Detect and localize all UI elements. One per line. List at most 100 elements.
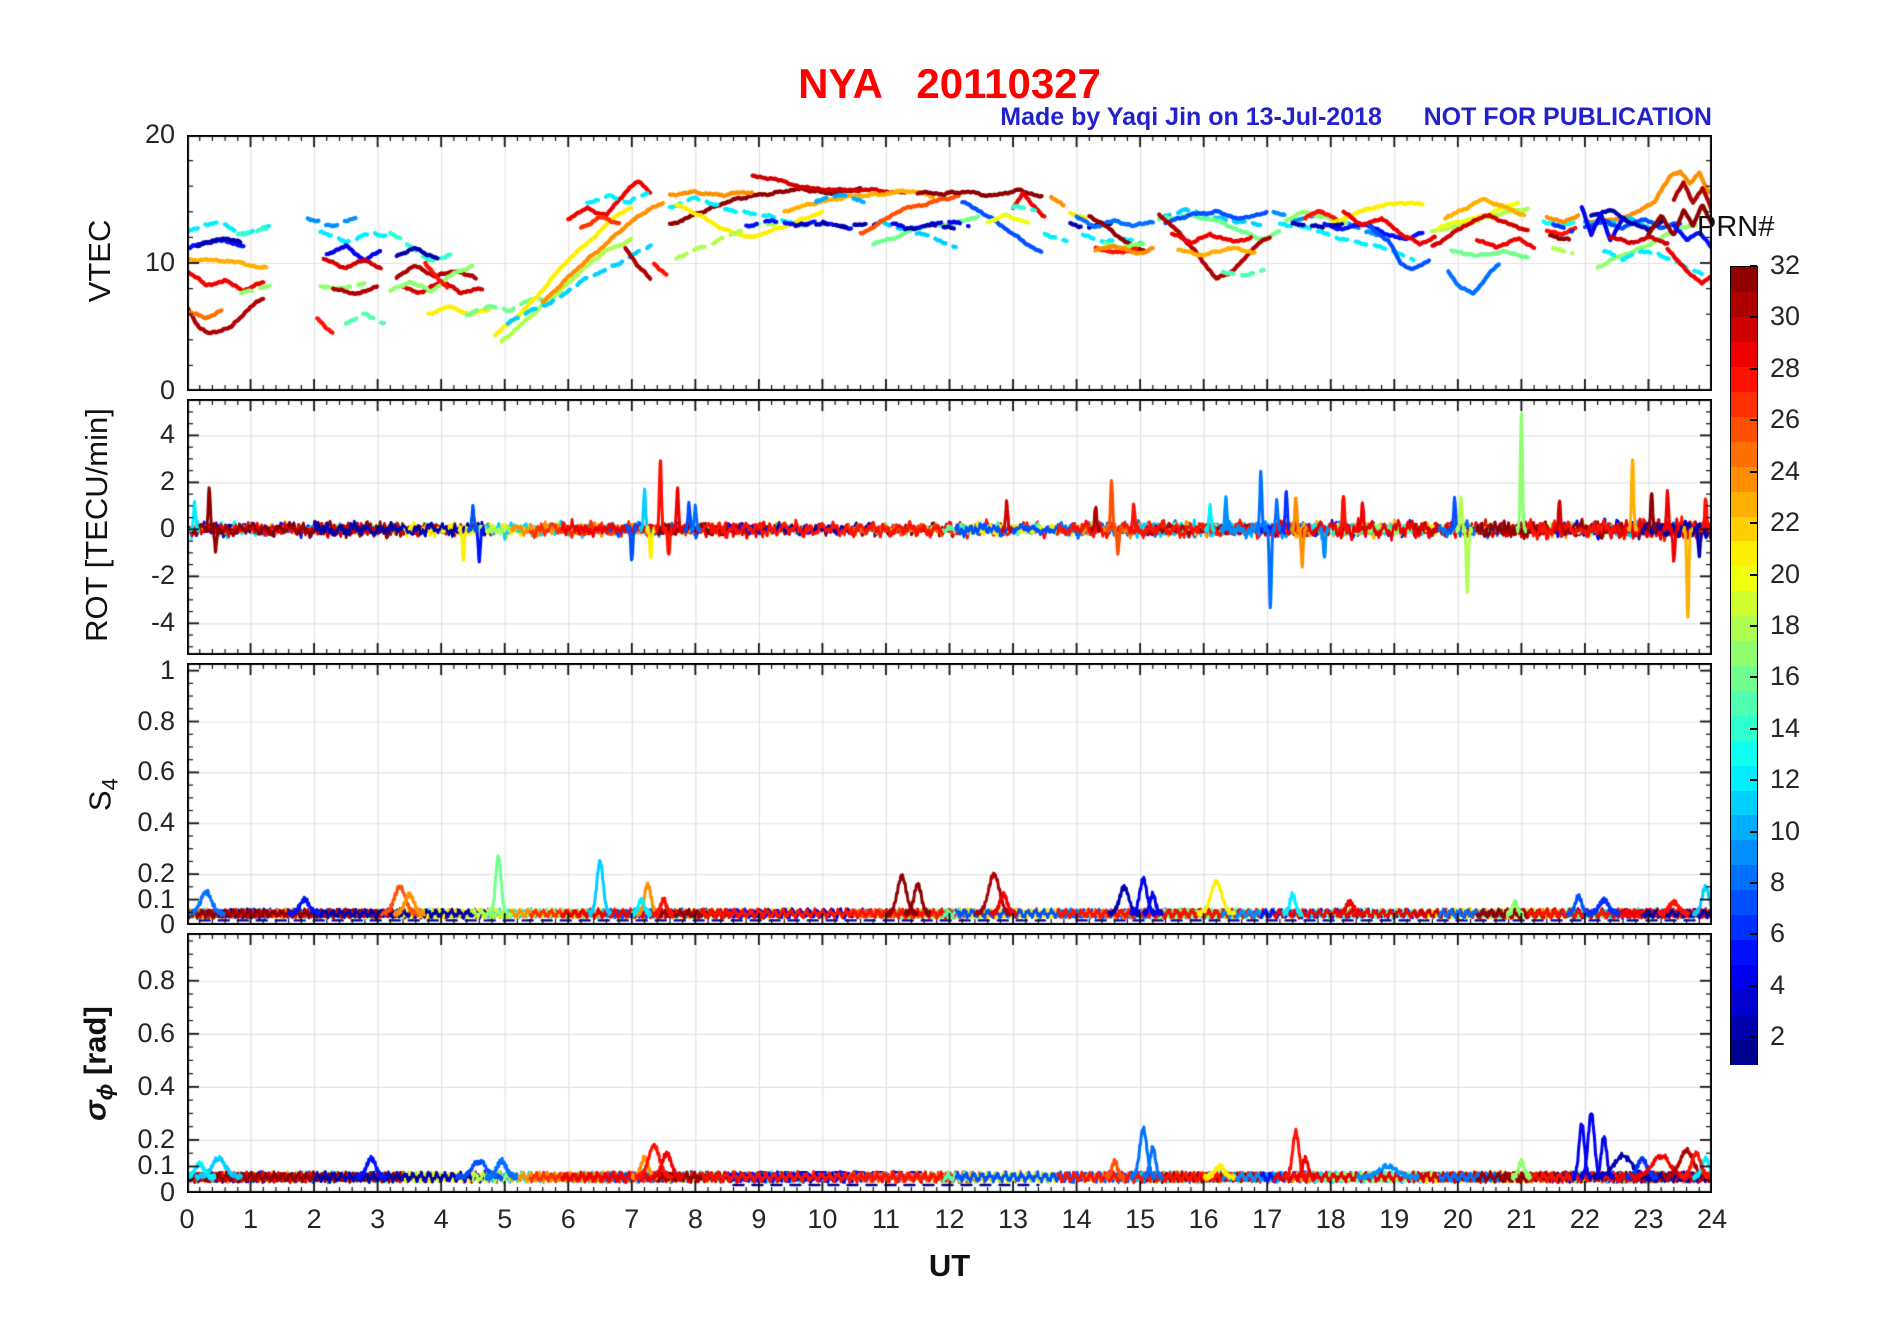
colorbar-tick — [1750, 882, 1757, 885]
colorbar-segment-prn-28 — [1731, 366, 1757, 393]
ut-tick-label: 24 — [1696, 1204, 1728, 1234]
colorbar-tick-label: 6 — [1770, 918, 1786, 949]
colorbar-segment-prn-3 — [1731, 989, 1757, 1015]
sigma-phi-plot-canvas — [187, 933, 1712, 1193]
s4-ytick-label: 0.4 — [137, 807, 175, 838]
s4-ytick-label: 0.1 — [137, 883, 175, 914]
ut-tick-label: 6 — [560, 1204, 576, 1234]
colorbar-tick-label: 4 — [1770, 969, 1786, 1000]
colorbar-title: PRN# — [1697, 211, 1775, 243]
colorbar-tick — [1750, 624, 1757, 627]
ut-tick-label: 13 — [998, 1204, 1029, 1234]
colorbar-segment-prn-11 — [1731, 790, 1757, 816]
colorbar-segment-prn-13 — [1731, 740, 1757, 766]
colorbar-segment-prn-15 — [1731, 690, 1757, 716]
colorbar-tick — [1750, 265, 1757, 267]
colorbar-segment-prn-29 — [1731, 341, 1757, 368]
ut-tick-label: 23 — [1633, 1204, 1664, 1234]
colorbar-segment-prn-24 — [1731, 466, 1757, 492]
vtec-ytick-label: 20 — [144, 119, 175, 149]
colorbar-segment-prn-22 — [1731, 516, 1757, 542]
s4-ytick-label: 0.8 — [137, 705, 175, 736]
ut-tick-label: 5 — [497, 1204, 513, 1234]
ut-tick-label: 20 — [1442, 1204, 1473, 1234]
vtec-ytick-label: 10 — [144, 247, 175, 277]
colorbar-segment-prn-32 — [1731, 267, 1757, 293]
ut-tick-label: 7 — [624, 1204, 640, 1234]
colorbar-tick — [1750, 830, 1757, 833]
colorbar-tick-label: 26 — [1770, 404, 1801, 435]
colorbar-tick-label: 32 — [1770, 250, 1801, 280]
colorbar-tick — [1750, 1036, 1757, 1039]
s4-ytick-label: 0.6 — [137, 756, 175, 787]
colorbar-tick-label: 12 — [1770, 764, 1801, 795]
ut-tick-label: 2 — [306, 1204, 322, 1234]
ut-tick-label: 11 — [871, 1204, 900, 1234]
rot-ytick-label: -2 — [150, 560, 175, 591]
colorbar-segment-prn-19 — [1731, 590, 1757, 617]
colorbar-tick-label: 18 — [1770, 609, 1801, 640]
colorbar-tick — [1750, 676, 1757, 679]
colorbar-tick-label: 28 — [1770, 352, 1801, 383]
ut-tick-label: 1 — [243, 1204, 259, 1234]
colorbar-tick-label: 22 — [1770, 507, 1801, 538]
rot-plot-canvas — [187, 399, 1712, 655]
ut-tick-label: 10 — [807, 1204, 838, 1234]
colorbar-segment-prn-9 — [1731, 839, 1757, 866]
colorbar-tick-label: 8 — [1770, 867, 1786, 898]
s4-ytick-label: 0.2 — [137, 858, 175, 889]
s4-plot-canvas — [187, 663, 1712, 925]
ut-tick-label: 14 — [1061, 1204, 1092, 1234]
credit-note: Made by Yaqi Jin on 13-Jul-2018 NOT FOR … — [1000, 103, 1712, 131]
s4-ytick-label: 0 — [159, 909, 175, 939]
colorbar-segment-prn-17 — [1731, 640, 1757, 666]
colorbar-tick — [1750, 779, 1757, 782]
colorbar-tick-label: 16 — [1770, 661, 1801, 692]
ut-tick-label: 15 — [1125, 1204, 1156, 1234]
sigma_phi-ytick-label: 0.4 — [137, 1070, 175, 1101]
ut-tick-label: 21 — [1506, 1204, 1537, 1234]
colorbar-tick — [1750, 470, 1757, 473]
colorbar-tick — [1750, 573, 1757, 576]
colorbar-tick — [1750, 727, 1757, 730]
sigma_phi-ytick-label: 0.8 — [137, 964, 175, 995]
ut-tick-label: 8 — [687, 1204, 703, 1234]
ut-tick-label: 3 — [370, 1204, 386, 1234]
colorbar-segment-prn-8 — [1731, 864, 1757, 891]
ut-tick-label: 16 — [1188, 1204, 1219, 1234]
prn-colorbar — [1730, 266, 1758, 1065]
sigma_phi-ytick-label: 0.2 — [137, 1123, 175, 1154]
colorbar-segment-prn-23 — [1731, 491, 1757, 517]
colorbar-tick-label: 20 — [1770, 558, 1801, 589]
ut-tick-label: 18 — [1315, 1204, 1346, 1234]
colorbar-tick — [1750, 984, 1757, 987]
colorbar-segment-prn-10 — [1731, 814, 1757, 841]
rot-ytick-label: -4 — [150, 607, 175, 638]
rot-ytick-label: 4 — [159, 419, 175, 450]
vtec-plot-canvas — [187, 135, 1712, 391]
sigma_phi-ytick-label: 0.1 — [137, 1150, 175, 1181]
colorbar-segment-prn-30 — [1731, 316, 1757, 343]
plot-title: NYA 20110327 — [798, 60, 1101, 107]
colorbar-segment-prn-6 — [1731, 914, 1757, 940]
s4-ytick-label: 1 — [159, 654, 175, 685]
colorbar-segment-prn-7 — [1731, 889, 1757, 916]
ut-tick-label: 17 — [1252, 1204, 1283, 1234]
colorbar-tick — [1750, 522, 1757, 525]
ut-tick-label: 0 — [179, 1204, 195, 1234]
colorbar-tick-label: 10 — [1770, 815, 1801, 846]
vtec-ytick-label: 0 — [159, 375, 175, 405]
ut-tick-label: 22 — [1569, 1204, 1600, 1234]
colorbar-tick-label: 2 — [1770, 1021, 1786, 1052]
colorbar-segment-prn-12 — [1731, 765, 1757, 791]
colorbar-tick-label: 24 — [1770, 455, 1801, 486]
colorbar-segment-prn-1 — [1731, 1039, 1757, 1065]
sigma_phi-ytick-label: 0.6 — [137, 1017, 175, 1048]
colorbar-segment-prn-2 — [1731, 1014, 1757, 1040]
ut-tick-label: 9 — [751, 1204, 767, 1234]
colorbar-tick — [1750, 419, 1757, 422]
ut-tick-label: 12 — [934, 1204, 965, 1234]
sigma_phi-ytick-label: 0 — [159, 1177, 175, 1207]
ut-tick-label: 4 — [433, 1204, 449, 1234]
